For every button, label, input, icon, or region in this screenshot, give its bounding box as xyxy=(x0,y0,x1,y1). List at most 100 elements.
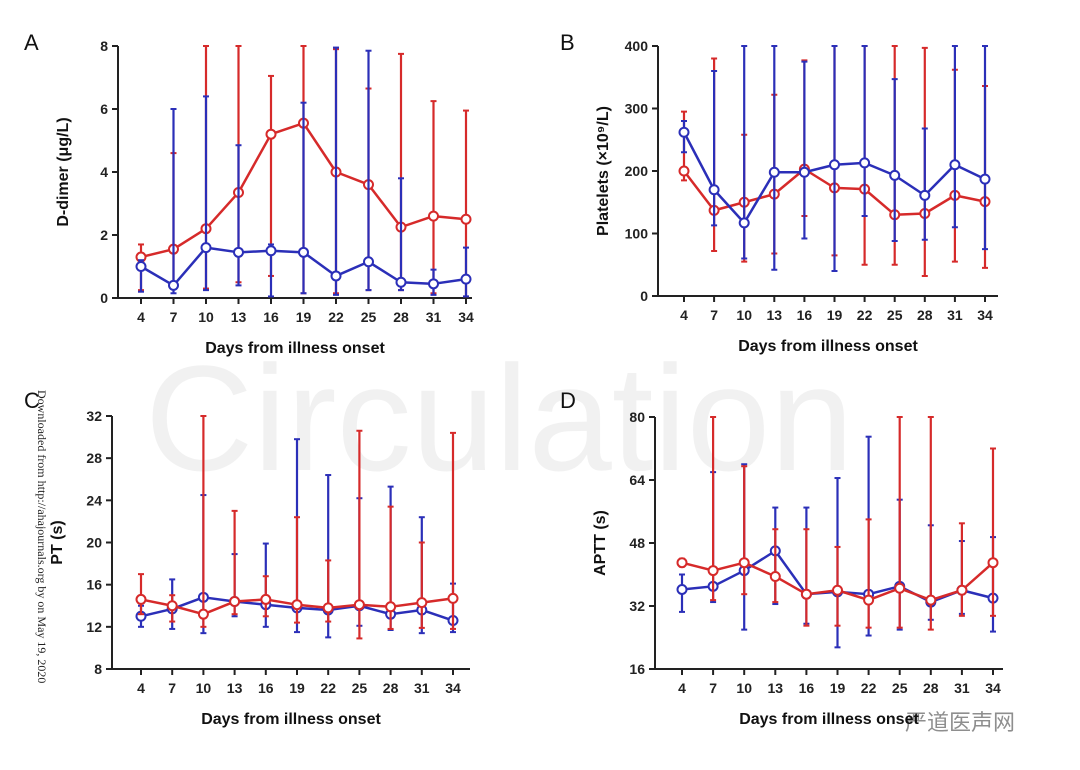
x-tick-label: 19 xyxy=(827,307,843,323)
x-tick-label: 31 xyxy=(954,680,970,696)
x-tick-label: 28 xyxy=(383,680,399,696)
x-tick-label: 7 xyxy=(170,309,178,325)
x-tick-label: 34 xyxy=(977,307,993,323)
x-tick-label: 22 xyxy=(861,680,877,696)
data-point xyxy=(769,570,781,582)
panel-letter: C xyxy=(24,388,40,413)
x-tick-label: 25 xyxy=(352,680,368,696)
y-tick-label: 4 xyxy=(100,164,108,180)
x-tick-label: 7 xyxy=(709,680,717,696)
data-point xyxy=(168,279,179,291)
x-tick-label: 13 xyxy=(767,307,783,323)
panel-c: C 8 12 16 20 24 28 32 4 7 10 13 16 19 22 25 28 31 34 Days f… xyxy=(24,388,470,728)
data-point xyxy=(322,602,334,614)
data-point xyxy=(798,166,810,178)
panel-a: A 0 2 4 6 8 4 7 10 13 16 19 22 25 28 31 34 Days from illn… xyxy=(24,30,474,357)
panel-letter: D xyxy=(560,388,576,413)
series-survivors xyxy=(678,45,991,272)
data-point xyxy=(229,596,241,608)
x-tick-label: 25 xyxy=(887,307,903,323)
data-point xyxy=(200,242,212,254)
y-tick-label: 32 xyxy=(86,408,102,424)
x-tick-label: 7 xyxy=(710,307,718,323)
data-point xyxy=(291,599,303,611)
data-point xyxy=(428,210,439,222)
download-note: Downloaded from http://ahajournals.org b… xyxy=(35,390,49,683)
x-tick-label: 31 xyxy=(947,307,963,323)
data-point xyxy=(416,597,428,609)
x-tick-label: 19 xyxy=(830,680,846,696)
y-tick-label: 80 xyxy=(629,409,645,425)
data-point xyxy=(949,159,961,171)
data-point xyxy=(166,600,178,612)
x-axis-label: Days from illness onset xyxy=(738,338,918,355)
panel-letter: B xyxy=(560,30,575,55)
x-tick-label: 25 xyxy=(892,680,908,696)
x-tick-label: 25 xyxy=(361,309,377,325)
y-tick-label: 300 xyxy=(625,101,649,117)
y-tick-label: 12 xyxy=(86,619,102,635)
series-non-survivors xyxy=(676,416,999,631)
data-point xyxy=(919,189,931,201)
x-tick-label: 31 xyxy=(426,309,442,325)
x-tick-label: 4 xyxy=(680,307,688,323)
y-tick-label: 28 xyxy=(86,450,102,466)
x-tick-label: 22 xyxy=(320,680,336,696)
x-tick-label: 10 xyxy=(198,309,214,325)
data-point xyxy=(265,245,277,257)
panel-letter: A xyxy=(24,30,39,55)
y-tick-label: 64 xyxy=(629,472,645,488)
data-point xyxy=(738,557,750,569)
data-point xyxy=(987,557,999,569)
y-axis-label: APTT (s) xyxy=(592,510,609,576)
data-point xyxy=(832,584,843,596)
panel-d: D 16 32 48 64 80 4 7 10 13 16 19 22 25 28 31 34 Days from… xyxy=(560,388,1003,728)
data-point xyxy=(956,584,968,596)
data-point xyxy=(135,261,147,272)
y-tick-label: 48 xyxy=(629,535,645,551)
data-point xyxy=(925,594,937,606)
y-tick-label: 2 xyxy=(100,227,108,243)
data-point xyxy=(768,166,780,178)
y-axis-label: Platelets (×10⁹/L) xyxy=(595,106,612,236)
x-tick-label: 16 xyxy=(799,680,815,696)
y-tick-label: 16 xyxy=(86,577,102,593)
x-axis-label: Days from illness onset xyxy=(201,711,381,728)
data-point xyxy=(800,588,812,600)
x-tick-label: 10 xyxy=(736,680,752,696)
data-point xyxy=(676,557,688,569)
y-tick-label: 8 xyxy=(100,38,108,54)
x-tick-label: 34 xyxy=(985,680,1001,696)
series-survivors xyxy=(135,46,472,298)
x-tick-label: 13 xyxy=(231,309,247,325)
x-tick-label: 28 xyxy=(393,309,409,325)
data-point xyxy=(889,169,901,181)
data-point xyxy=(233,246,244,258)
x-tick-label: 16 xyxy=(263,309,279,325)
data-point xyxy=(135,593,147,605)
data-point xyxy=(298,246,309,258)
y-tick-label: 0 xyxy=(100,290,108,306)
watermark-text: Circulation xyxy=(145,334,854,502)
wechat-watermark: 严道医声网 xyxy=(905,711,1015,736)
data-point xyxy=(707,565,719,577)
data-point xyxy=(894,582,906,594)
data-point xyxy=(265,128,277,140)
data-point xyxy=(353,599,365,611)
x-tick-label: 16 xyxy=(258,680,274,696)
x-tick-label: 13 xyxy=(768,680,784,696)
x-tick-label: 10 xyxy=(196,680,212,696)
panel-b: B 0 100 200 300 400 4 7 10 13 16 19 22 25 28 31 34 Days f… xyxy=(560,30,998,355)
x-axis-label: Days from illness onset xyxy=(739,711,919,728)
y-tick-label: 0 xyxy=(640,288,648,304)
x-tick-label: 7 xyxy=(168,680,176,696)
x-tick-label: 34 xyxy=(458,309,474,325)
data-point xyxy=(979,173,991,185)
data-point xyxy=(708,184,720,196)
x-tick-label: 10 xyxy=(736,307,752,323)
data-point xyxy=(829,159,840,171)
data-point xyxy=(395,276,407,288)
y-tick-label: 32 xyxy=(629,598,645,614)
